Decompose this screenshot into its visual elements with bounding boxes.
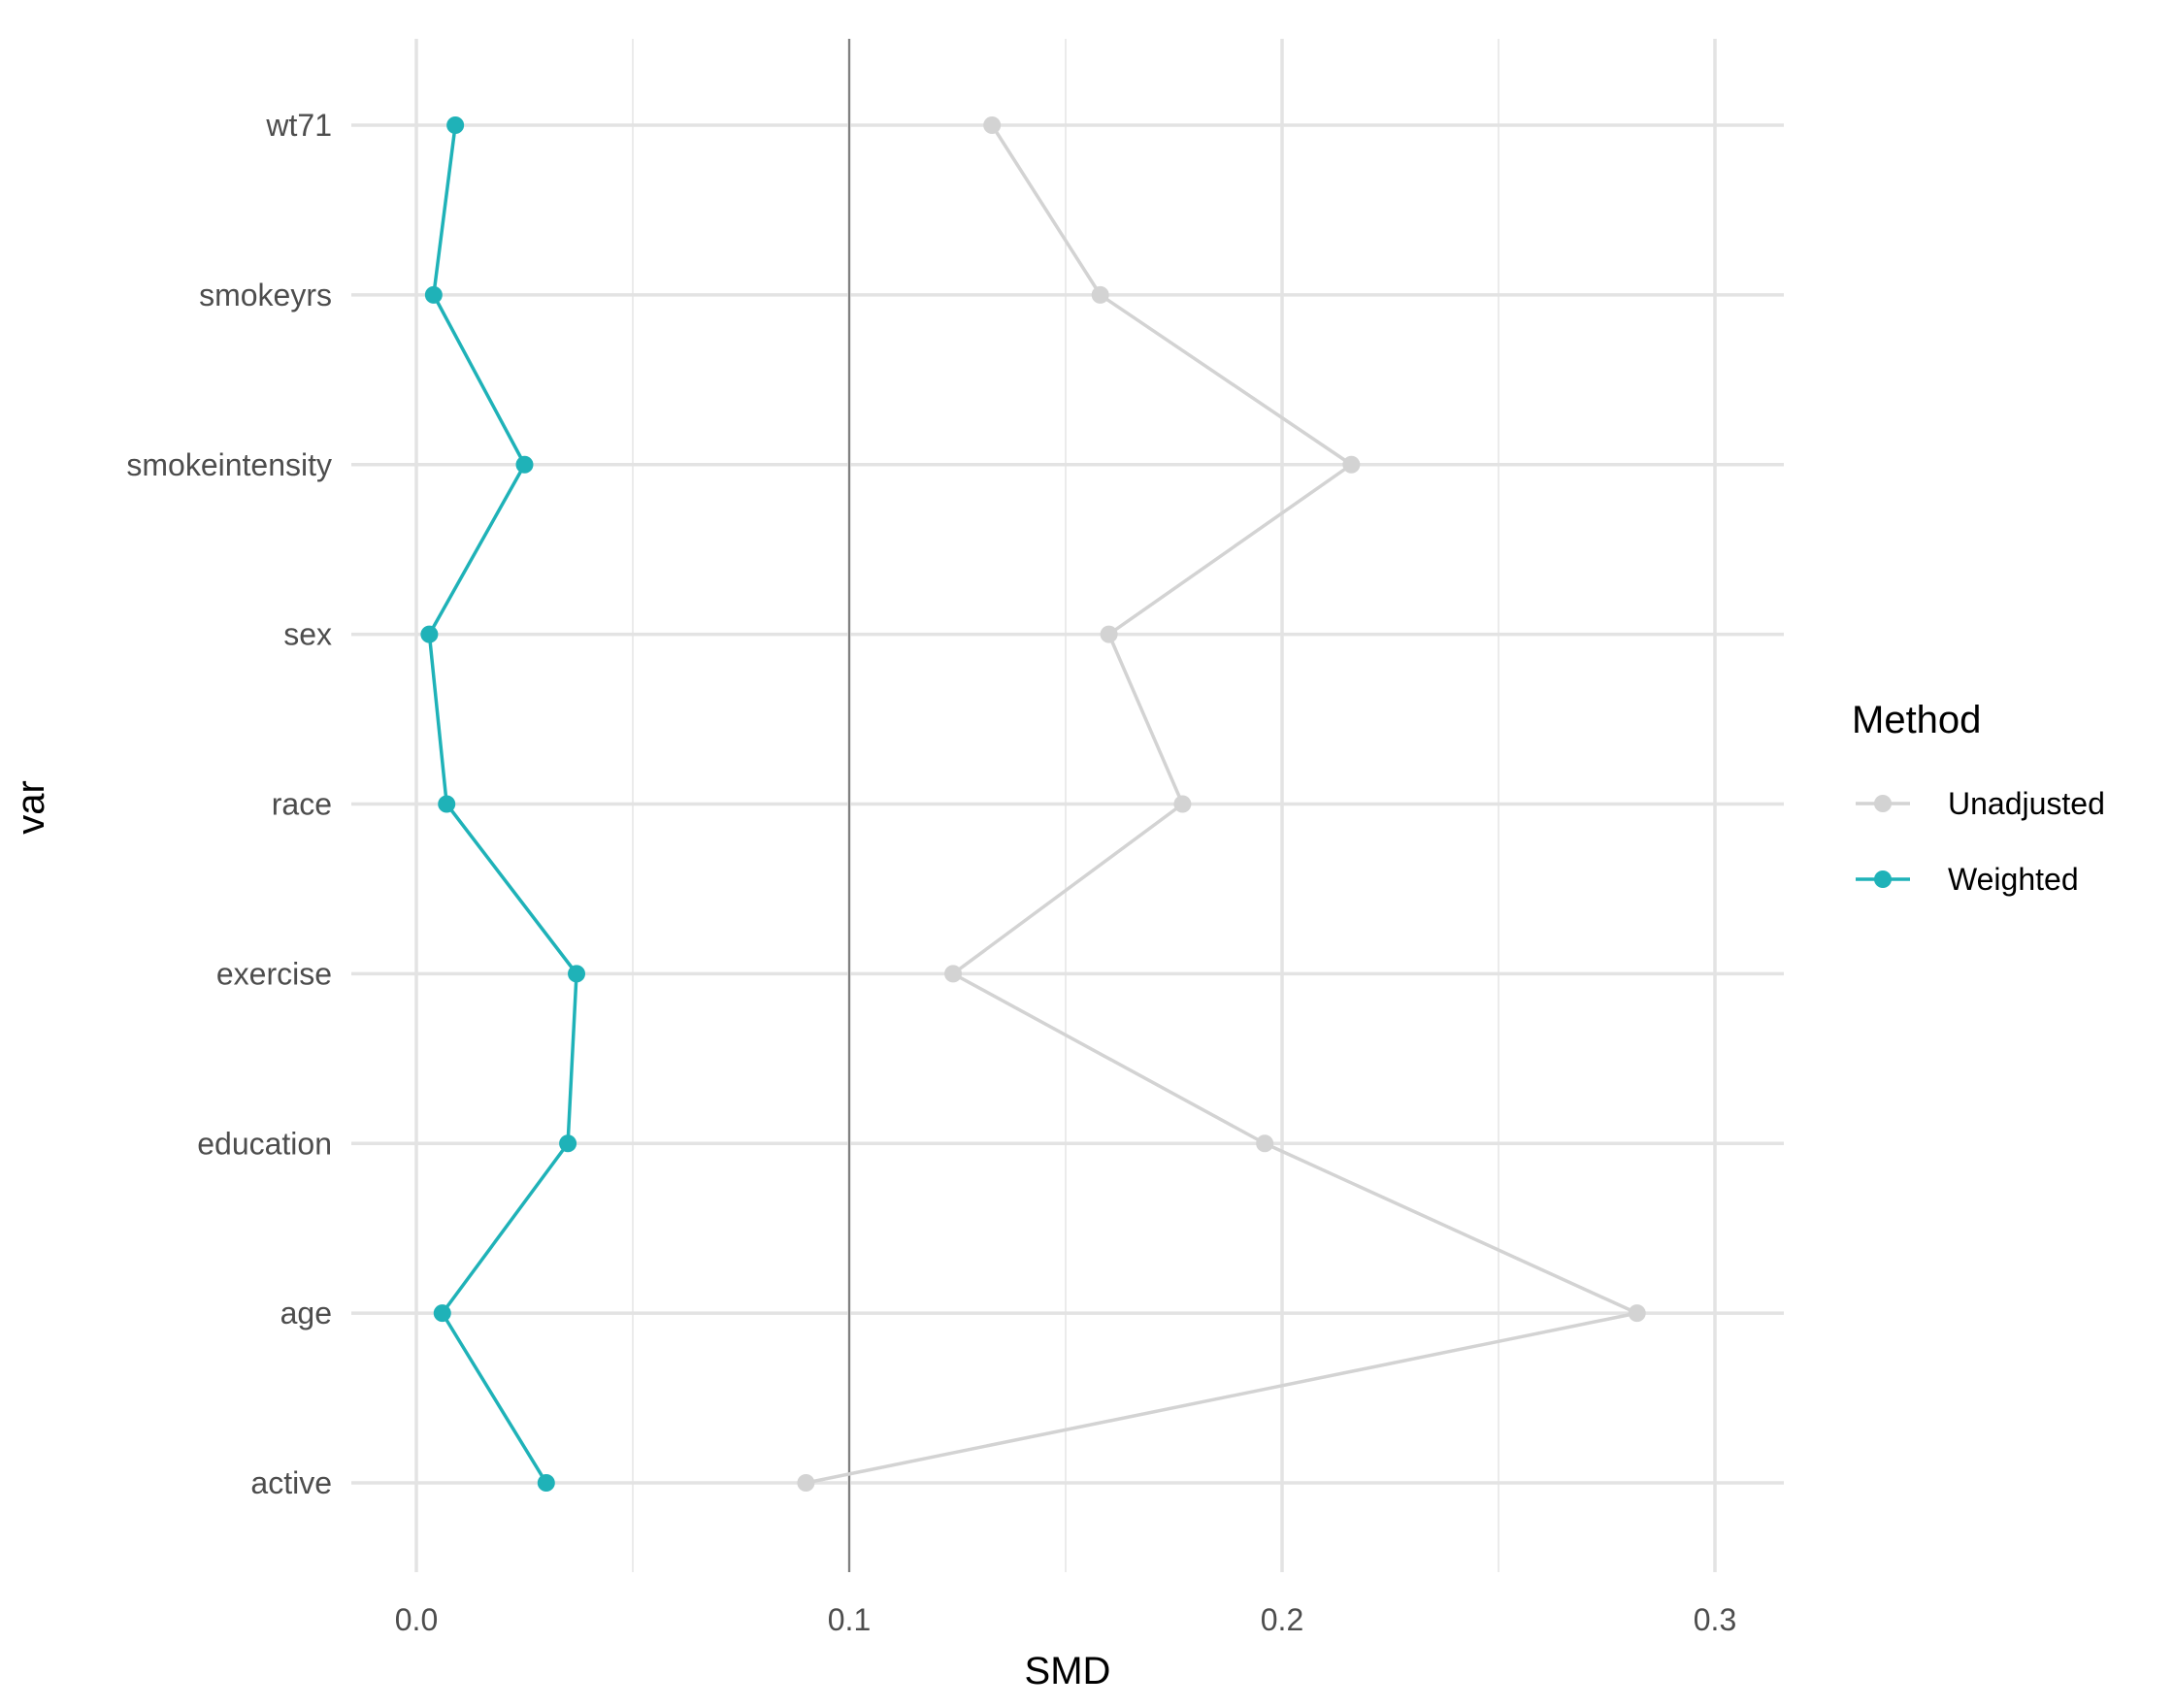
point-weighted-active xyxy=(537,1474,555,1492)
point-unadjusted-sex xyxy=(1100,625,1118,643)
x-tick-label: 0.1 xyxy=(828,1602,871,1637)
point-unadjusted-wt71 xyxy=(983,116,1002,134)
y-tick-label-sex: sex xyxy=(283,617,332,652)
point-weighted-smokeintensity xyxy=(515,455,534,474)
point-weighted-education xyxy=(559,1134,577,1153)
x-tick-label: 0.2 xyxy=(1261,1602,1303,1637)
legend-key-point-unadjusted xyxy=(1874,795,1892,812)
y-axis-title: var xyxy=(10,780,52,835)
legend-title: Method xyxy=(1852,699,1981,741)
y-tick-label-wt71: wt71 xyxy=(265,108,332,143)
x-tick-label: 0.3 xyxy=(1694,1602,1736,1637)
legend-item-weighted: Weighted xyxy=(1856,862,2079,897)
x-tick-label: 0.0 xyxy=(395,1602,438,1637)
series-layer xyxy=(420,116,1646,1492)
y-tick-label-smokeintensity: smokeintensity xyxy=(126,447,332,482)
legend-key-point-weighted xyxy=(1874,870,1892,888)
point-unadjusted-race xyxy=(1173,795,1192,813)
y-tick-labels: active age education exercise race sex smokein… xyxy=(126,108,332,1500)
point-weighted-sex xyxy=(420,625,439,643)
point-unadjusted-exercise xyxy=(944,965,963,983)
point-unadjusted-active xyxy=(797,1474,815,1492)
legend-item-unadjusted: Unadjusted xyxy=(1856,786,2105,821)
point-weighted-smokeyrs xyxy=(424,285,443,304)
legend: Method Unadjusted Weighted xyxy=(1852,699,2105,897)
x-tick-labels: 0.0 0.1 0.2 0.3 xyxy=(395,1602,1736,1637)
y-tick-label-exercise: exercise xyxy=(216,956,332,991)
point-weighted-race xyxy=(438,795,456,813)
point-weighted-age xyxy=(433,1304,451,1323)
y-tick-label-active: active xyxy=(250,1465,332,1500)
point-unadjusted-age xyxy=(1628,1304,1646,1323)
point-unadjusted-smokeyrs xyxy=(1091,285,1109,304)
legend-label-weighted: Weighted xyxy=(1948,862,2079,897)
legend-items: Unadjusted Weighted xyxy=(1856,786,2105,897)
y-tick-label-education: education xyxy=(197,1126,332,1161)
legend-label-unadjusted: Unadjusted xyxy=(1948,786,2105,821)
point-unadjusted-smokeintensity xyxy=(1342,455,1361,474)
major-gridlines xyxy=(351,39,1784,1572)
point-unadjusted-education xyxy=(1256,1134,1274,1153)
x-axis-title: SMD xyxy=(1025,1650,1111,1692)
point-weighted-wt71 xyxy=(446,116,465,134)
y-tick-label-race: race xyxy=(272,787,332,822)
y-tick-label-smokeyrs: smokeyrs xyxy=(199,278,332,312)
point-weighted-exercise xyxy=(568,965,586,983)
y-tick-label-age: age xyxy=(280,1296,332,1330)
